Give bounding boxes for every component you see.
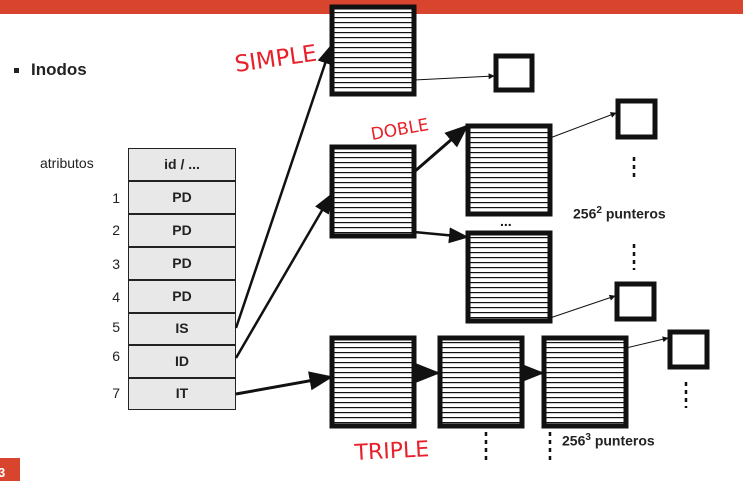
table-cell-6: ID: [128, 345, 236, 378]
annotation-triple: TRIPLE: [353, 437, 430, 466]
triple-count-base: 256: [562, 432, 586, 449]
row-index-6: 6: [112, 348, 120, 364]
bullet-text: Inodos: [31, 60, 87, 79]
data-block-double-1: [615, 98, 658, 140]
triple-block-2: [437, 335, 525, 429]
row-index-2: 2: [112, 222, 120, 238]
triple-pointers-label: 2563 punteros: [562, 432, 655, 449]
dots-label: ...: [500, 213, 512, 229]
table-header-cell: id / ...: [128, 148, 236, 181]
bullet-item: Inodos: [14, 60, 87, 80]
arrow-simple: [234, 44, 333, 329]
row-index-7: 7: [112, 385, 120, 401]
table-cell-7: IT: [128, 378, 236, 410]
double-sub-block-1: [465, 123, 553, 217]
data-block-simple: [493, 53, 535, 93]
table-cell-1: PD: [128, 181, 236, 214]
annotation-doble: DOBLE: [369, 115, 430, 145]
double-pointers-word: punteros: [605, 205, 666, 222]
double-pointers-label: 2562 punteros: [573, 205, 666, 222]
table-cell-3: PD: [128, 247, 236, 280]
double-block: [329, 144, 417, 239]
row-index-1: 1: [112, 190, 120, 206]
arrow-simple-data: [413, 73, 495, 81]
arrow-triple-data: [625, 336, 669, 349]
simple-block: [329, 4, 417, 97]
arrow-double: [234, 193, 333, 359]
bullet-icon: [14, 68, 19, 74]
triple-count-exp: 3: [585, 432, 591, 443]
arrow-double-sub-2: [413, 227, 469, 244]
table-cell-2: PD: [128, 214, 236, 247]
table-cell-5: IS: [128, 313, 236, 345]
triple-block-3: [541, 335, 629, 429]
triple-pointers-word: punteros: [594, 432, 655, 449]
row-index-4: 4: [112, 289, 120, 305]
row-index-3: 3: [112, 256, 120, 272]
arrow-double-data-2: [549, 294, 616, 319]
double-sub-block-2: [465, 230, 553, 324]
annotation-simple: SIMPLE: [233, 41, 318, 78]
triple-block-1: [329, 335, 417, 429]
data-block-double-2: [614, 281, 657, 322]
arrow-double-sub-1: [413, 124, 469, 174]
double-count-exp: 2: [596, 205, 602, 216]
row-index-5: 5: [112, 319, 120, 335]
table-cell-4: PD: [128, 280, 236, 313]
double-count-base: 256: [573, 205, 597, 222]
table-header-label: atributos: [40, 155, 94, 171]
data-block-triple: [667, 329, 710, 370]
arrow-double-data-1: [549, 112, 617, 139]
page-number: 3: [0, 458, 20, 481]
arrow-triple: [235, 371, 334, 396]
